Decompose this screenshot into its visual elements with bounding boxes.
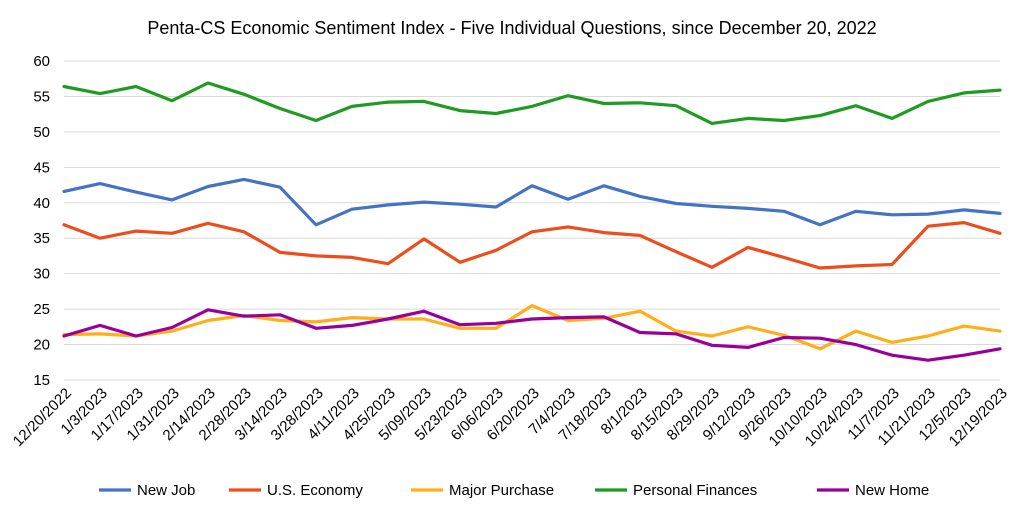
series-line-new-home xyxy=(62,308,1002,362)
legend-label: New Job xyxy=(137,482,195,499)
y-tick-label: 40 xyxy=(33,195,50,212)
legend-label: Major Purchase xyxy=(449,482,554,499)
x-axis-ticks: 12/20/20221/3/20231/17/20231/31/20232/14… xyxy=(10,385,1011,450)
y-tick-label: 55 xyxy=(33,88,50,105)
legend: New Job U.S. Economy Major Purchase Persona… xyxy=(99,482,929,499)
series-line-major-purchase xyxy=(62,304,1002,351)
y-tick-label: 30 xyxy=(33,266,50,283)
series-line-personal-finances xyxy=(62,81,1002,126)
legend-label: New Home xyxy=(855,482,929,499)
legend-item: Major Purchase xyxy=(411,482,554,499)
series-line-new-job xyxy=(62,177,1002,227)
y-tick-label: 35 xyxy=(33,230,50,247)
series-lines xyxy=(62,81,1002,362)
legend-item: U.S. Economy xyxy=(229,482,363,499)
series-line-u-s-economy xyxy=(62,221,1002,270)
y-axis-ticks: 15 20 25 30 35 40 45 50 55 60 xyxy=(33,53,50,389)
legend-item: New Job xyxy=(99,482,195,499)
y-tick-label: 15 xyxy=(33,372,50,389)
grid-lines xyxy=(64,60,1000,381)
y-tick-label: 45 xyxy=(33,159,50,176)
y-tick-label: 50 xyxy=(33,124,50,141)
y-tick-label: 25 xyxy=(33,301,50,318)
chart-title: Penta-CS Economic Sentiment Index - Five… xyxy=(147,18,876,38)
legend-item: Personal Finances xyxy=(595,482,757,499)
legend-item: New Home xyxy=(817,482,929,499)
y-tick-label: 20 xyxy=(33,337,50,354)
legend-label: Personal Finances xyxy=(633,482,757,499)
legend-label: U.S. Economy xyxy=(267,482,363,499)
y-tick-label: 60 xyxy=(33,53,50,70)
